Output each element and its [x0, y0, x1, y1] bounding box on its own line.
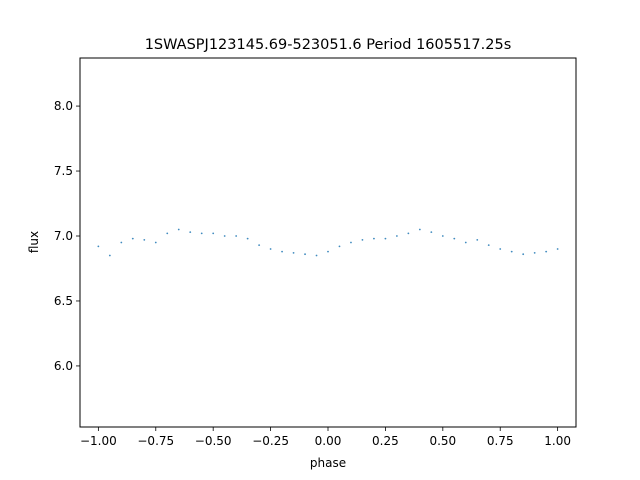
scatter-point	[166, 232, 169, 235]
scatter-point	[556, 248, 559, 250]
scatter-point	[545, 250, 548, 253]
scatter-point	[327, 250, 329, 253]
scatter-point	[464, 241, 467, 244]
scatter-point	[441, 235, 444, 237]
scatter-point	[395, 235, 398, 237]
x-tick-label: −0.25	[252, 434, 289, 448]
scatter-point	[258, 244, 261, 247]
scatter-point	[189, 231, 192, 234]
x-tick-label: 0.50	[429, 434, 456, 448]
y-tick-label: 6.0	[54, 359, 73, 373]
scatter-point	[476, 239, 479, 241]
scatter-point	[120, 241, 123, 244]
chart-title: 1SWASPJ123145.69-523051.6 Period 1605517…	[145, 37, 512, 53]
scatter-points	[97, 228, 559, 257]
scatter-point	[338, 245, 341, 248]
scatter-point	[154, 241, 157, 244]
scatter-point	[373, 237, 375, 240]
y-axis-ticks: 6.0 6.5 7.0 7.5 8.0	[54, 99, 80, 373]
x-tick-label: −1.00	[80, 434, 117, 448]
scatter-point	[235, 235, 238, 237]
scatter-point	[522, 253, 525, 256]
scatter-point	[223, 235, 226, 237]
scatter-point	[499, 248, 502, 250]
x-tick-label: 0.25	[372, 434, 399, 448]
scatter-point	[200, 232, 203, 235]
y-tick-label: 7.0	[54, 229, 73, 243]
scatter-point	[430, 231, 433, 234]
scatter-point	[97, 245, 100, 248]
scatter-point	[350, 241, 352, 244]
y-tick-label: 6.5	[54, 294, 73, 308]
scatter-point	[510, 250, 513, 253]
x-axis-label: phase	[310, 456, 346, 470]
x-axis-ticks: −1.00 −0.75 −0.50 −0.25 0.00 0.25 0.50 0.75 1.00	[80, 427, 571, 448]
scatter-point	[407, 232, 410, 235]
scatter-point	[304, 253, 306, 256]
scatter-point	[384, 237, 387, 240]
scatter-point	[487, 244, 490, 247]
x-tick-label: 0.75	[487, 434, 514, 448]
scatter-point	[143, 239, 146, 241]
scatter-point	[292, 251, 295, 254]
scatter-point	[315, 254, 318, 257]
scatter-point	[281, 250, 283, 253]
scatter-point	[177, 228, 180, 231]
scatter-point	[246, 237, 249, 240]
scatter-point	[453, 237, 456, 240]
scatter-point	[361, 239, 364, 241]
y-axis-label: flux	[27, 231, 41, 253]
x-tick-label: 1.00	[544, 434, 571, 448]
y-tick-label: 7.5	[54, 164, 73, 178]
y-tick-label: 8.0	[54, 99, 73, 113]
scatter-point	[418, 228, 421, 231]
scatter-point	[533, 251, 536, 254]
scatter-point	[108, 254, 111, 257]
x-tick-label: −0.50	[195, 434, 232, 448]
scatter-point	[269, 248, 272, 250]
x-tick-label: −0.75	[137, 434, 174, 448]
scatter-point	[212, 232, 215, 235]
x-tick-label: 0.00	[315, 434, 342, 448]
scatter-point	[131, 237, 134, 240]
